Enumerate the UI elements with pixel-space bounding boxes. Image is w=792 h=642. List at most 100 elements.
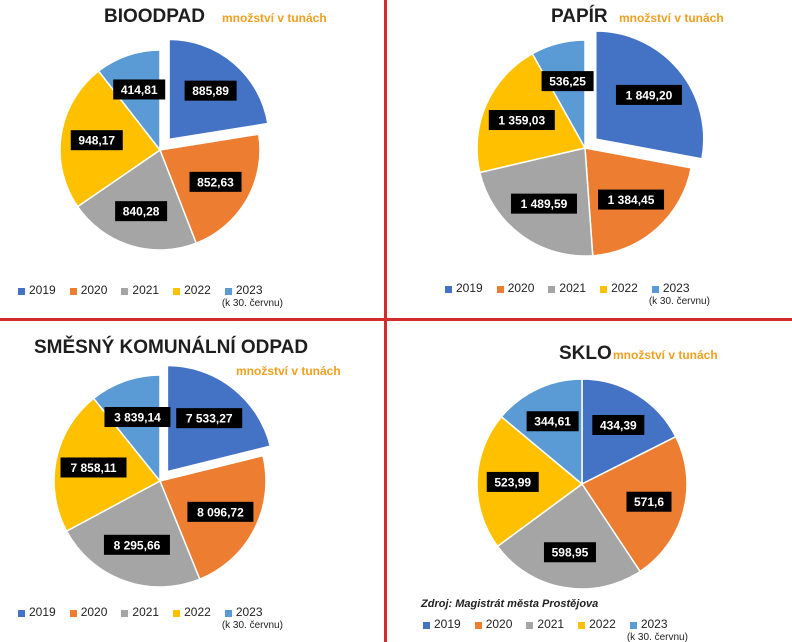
legend-item-2020: 2020 [69,605,108,632]
chart-subtitle: množství v tunách [236,364,341,378]
legend-note: (k 30. červnu) [648,296,710,307]
chart-legend: 2019 2020 2021 2022 2023 (k 30. červnu) [423,618,688,642]
legend-swatch [121,610,129,617]
chart-title: SKLO [559,343,612,364]
legend-label: 2023 [640,617,668,631]
legend-label: 2023 [235,283,263,297]
data-label-2019: 434,39 [600,418,637,432]
legend-item-2023: 2023 (k 30. červnu) [627,617,688,642]
data-label-box-2021 [543,542,596,563]
legend-item-2020: 2020 [496,281,535,308]
data-label-box-2023 [113,79,166,100]
data-label-box-2020 [598,189,665,210]
legend-swatch [496,286,504,293]
legend-swatch [69,288,77,295]
data-label-box-2022 [60,457,127,478]
legend-swatch [18,288,25,295]
data-label-2022: 1 359,03 [498,114,545,128]
papir-pie: 1 849,20 1 384,45 1 489,59 1 359,03 536,25 [476,30,705,257]
data-label-2021: 598,95 [552,546,589,560]
bioodpad-pie: 885,89 852,63 840,28 948,17 414,81 [59,38,269,251]
pie-slice-2021 [65,479,201,588]
legend-label: 2019 [29,605,56,619]
legend-swatch [651,286,659,293]
legend-item-2022: 2022 [578,618,616,642]
data-label-2023: 3 839,14 [114,411,161,425]
panel-divider-horizontal-left [0,318,384,321]
legend-swatch [69,610,77,617]
pie-slice-2023 [92,374,161,484]
legend-label: 2021 [132,605,160,619]
data-label-box-2019 [184,80,237,101]
data-label-box-2019 [176,408,243,429]
legend-swatch [423,622,430,629]
legend-swatch [526,622,534,629]
data-label-2020: 571,6 [634,495,664,509]
legend-label: 2020 [80,605,108,619]
data-label-box-2023 [104,407,171,428]
legend-label: 2021 [132,283,160,297]
chart-title: PAPÍR [551,6,608,27]
legend-item-2019: 2019 [445,282,483,308]
data-label-2021: 840,28 [123,205,160,219]
panel-divider-vertical [384,0,387,642]
data-label-2023: 536,25 [549,75,586,89]
legend-swatch [600,286,608,293]
source-note: Zdroj: Magistrát města Prostějova [421,598,599,610]
legend-note: (k 30. červnu) [221,298,283,309]
legend-item-2022: 2022 [600,282,638,308]
sklo-chart-panel: SKLO množství v tunách 434,39 571,6 598,95… [387,321,792,642]
smesny-odpad-chart-panel: SMĚSNÝ KOMUNÁLNÍ ODPAD množství v tunách… [0,321,384,642]
legend-swatch [474,622,482,629]
legend-note: (k 30. červnu) [221,620,283,631]
data-label-box-2020 [189,171,242,192]
data-label-box-2021 [115,201,168,222]
legend-swatch [173,288,181,295]
legend-swatch [445,286,452,293]
data-label-2019: 7 533,27 [186,412,233,426]
panel-divider-horizontal-right [387,318,792,321]
data-label-2020: 8 096,72 [197,505,244,519]
pie-slice-2023 [531,39,586,151]
data-label-2019: 1 849,20 [626,88,673,102]
data-label-box-2020 [187,501,254,522]
data-label-2022: 948,17 [78,134,115,148]
legend-label: 2020 [485,617,513,631]
pie-slice-2023 [500,378,583,486]
chart-legend: 2019 2020 2021 2022 2023 (k 30. červnu) [445,282,710,308]
legend-item-2019: 2019 [423,618,461,642]
legend-item-2019: 2019 [18,606,56,632]
data-label-2022: 7 858,11 [70,461,116,475]
data-label-2023: 344,61 [534,415,571,429]
legend-label: 2023 [235,605,263,619]
pie-slice-2021 [76,148,198,251]
legend-item-2023: 2023 (k 30. červnu) [221,283,283,310]
data-label-box-2021 [103,534,170,555]
legend-item-2021: 2021 [526,618,564,642]
chart-subtitle: množství v tunách [619,11,724,25]
legend-item-2023: 2023 (k 30. červnu) [221,605,283,632]
legend-swatch [173,610,181,617]
sklo-pie: 434,39 571,6 598,95 523,99 344,61 [476,378,688,590]
chart-subtitle: množství v tunách [222,11,327,25]
legend-item-2019: 2019 [18,284,56,310]
legend-swatch [578,622,586,629]
chart-subtitle: množství v tunách [613,348,718,362]
legend-swatch [548,286,556,293]
data-label-box-2019 [592,414,645,435]
data-label-2021: 8 295,66 [114,538,161,552]
data-label-box-2019 [615,84,682,105]
legend-label: 2020 [507,281,535,295]
legend-item-2021: 2021 [121,284,159,310]
legend-label: 2022 [611,281,638,295]
legend-swatch [224,610,232,617]
legend-label: 2023 [662,281,690,295]
legend-item-2020: 2020 [474,617,513,642]
data-label-box-2021 [510,193,577,214]
chart-legend: 2019 2020 2021 2022 2023 (k 30. červnu) [18,606,283,632]
pie-slice-2021 [496,482,642,590]
legend-swatch [224,288,232,295]
data-label-box-2022 [488,110,555,131]
legend-item-2023: 2023 (k 30. červnu) [648,281,710,308]
data-label-2021: 1 489,59 [521,197,568,211]
